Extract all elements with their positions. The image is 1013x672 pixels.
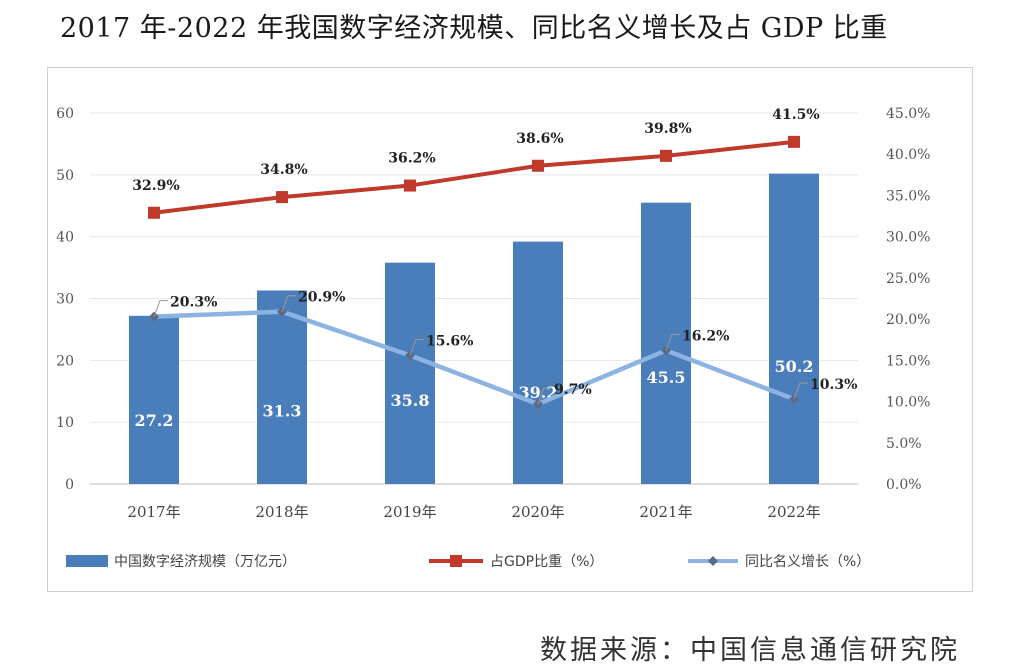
right-axis-tick-label: 40.0% (886, 147, 930, 163)
bar (513, 241, 563, 484)
right-axis-tick-label: 0.0% (886, 477, 922, 493)
legend-label: 同比名义增长（%） (745, 554, 870, 570)
left-axis-tick-label: 30 (56, 292, 74, 308)
growth-data-label: 16.2% (682, 328, 729, 344)
left-axis-tick-label: 20 (56, 353, 74, 369)
gdp-share-data-label: 36.2% (388, 151, 435, 167)
legend-label: 中国数字经济规模（万亿元） (114, 554, 296, 570)
bar (129, 315, 179, 484)
growth-data-label: 20.9% (298, 290, 345, 306)
bar (257, 290, 307, 484)
x-axis-tick-label: 2018年 (255, 503, 308, 521)
bar-data-label: 35.8 (391, 391, 430, 410)
gdp-share-marker (404, 179, 416, 192)
gdp-share-marker (788, 135, 800, 148)
gdp-share-marker (660, 149, 672, 162)
bar-series: 27.231.335.8 39.245.550.2 (129, 173, 819, 485)
bar-data-label: 50.2 (775, 357, 814, 376)
gdp-share-data-label: 34.8% (260, 162, 307, 178)
chart-title: 2017 年-2022 年我国数字经济规模、同比名义增长及占 GDP 比重 (60, 13, 888, 44)
left-axis-tick-label: 50 (56, 168, 74, 184)
gdp-share-marker (148, 206, 160, 219)
gdp-share-marker (532, 159, 544, 172)
bar-data-label: 45.5 (647, 368, 686, 387)
left-axis-tick-label: 60 (56, 106, 74, 122)
growth-leader-line (409, 338, 424, 356)
legend: 中国数字经济规模（万亿元） 占GDP比重（%） 同比名义增长（%） (66, 554, 870, 570)
growth-leader-line (793, 382, 808, 400)
x-axis-tick-label: 2020年 (511, 503, 564, 521)
right-axis-tick-label: 25.0% (886, 271, 930, 287)
growth-data-label: 20.3% (170, 295, 217, 311)
growth-leader-line (537, 387, 552, 405)
right-axis-tick-label: 45.0% (886, 106, 930, 122)
bar-data-label: 31.3 (263, 401, 302, 420)
bar (641, 202, 691, 485)
growth-line (153, 309, 795, 407)
x-axis-tick-label: 2019年 (383, 503, 436, 521)
data-source: 数据来源：中国信息通信研究院 (540, 635, 960, 666)
right-axis-tick-label: 20.0% (886, 312, 930, 328)
growth-data-label: 10.3% (810, 377, 857, 393)
gdp-share-line (153, 139, 795, 215)
gdp-share-data-label: 38.6% (516, 131, 563, 147)
right-axis-tick-label: 5.0% (886, 436, 922, 452)
left-axis-tick-label: 0 (65, 477, 74, 493)
bar (385, 262, 435, 484)
x-axis-tick-label: 2017年 (127, 503, 180, 521)
right-axis-tick-label: 10.0% (886, 395, 930, 411)
growth-leader-line (281, 295, 296, 312)
x-axis-tick-label: 2022年 (767, 503, 820, 521)
left-axis-tick-label: 10 (56, 415, 74, 431)
gdp-share-data-label: 32.9% (132, 178, 179, 194)
axes: 0 10 20 30 40 50 60 0.0% 5.0% 10.0% 15.0% 20.0% 25.0… (56, 106, 930, 521)
chart-frame (47, 67, 973, 592)
growth-leader-line (665, 333, 680, 351)
right-axis-tick-label: 30.0% (886, 230, 930, 246)
legend-label: 占GDP比重（%） (490, 554, 603, 570)
bar-data-label: 27.2 (135, 411, 174, 430)
growth-data-label: 15.6% (426, 333, 473, 349)
legend-swatch-marker (450, 555, 462, 567)
left-axis-tick-label: 40 (56, 230, 74, 246)
gdp-share-marker (276, 191, 288, 204)
line-series: 32.9% 34.8% 36.2% 38.6% 39.8% 41.5% 20.3% 20.9%… (132, 107, 857, 410)
right-axis-tick-label: 35.0% (886, 188, 930, 204)
bar (769, 173, 819, 484)
growth-leader-line (153, 300, 168, 317)
gdp-share-data-label: 39.8% (644, 121, 691, 137)
growth-data-label: 9.7% (554, 382, 592, 398)
legend-swatch-marker (708, 556, 718, 566)
legend-swatch-bar (66, 555, 108, 567)
gdp-share-data-label: 41.5% (772, 107, 819, 123)
right-axis-tick-label: 15.0% (886, 353, 930, 369)
x-axis-tick-label: 2021年 (639, 503, 692, 521)
